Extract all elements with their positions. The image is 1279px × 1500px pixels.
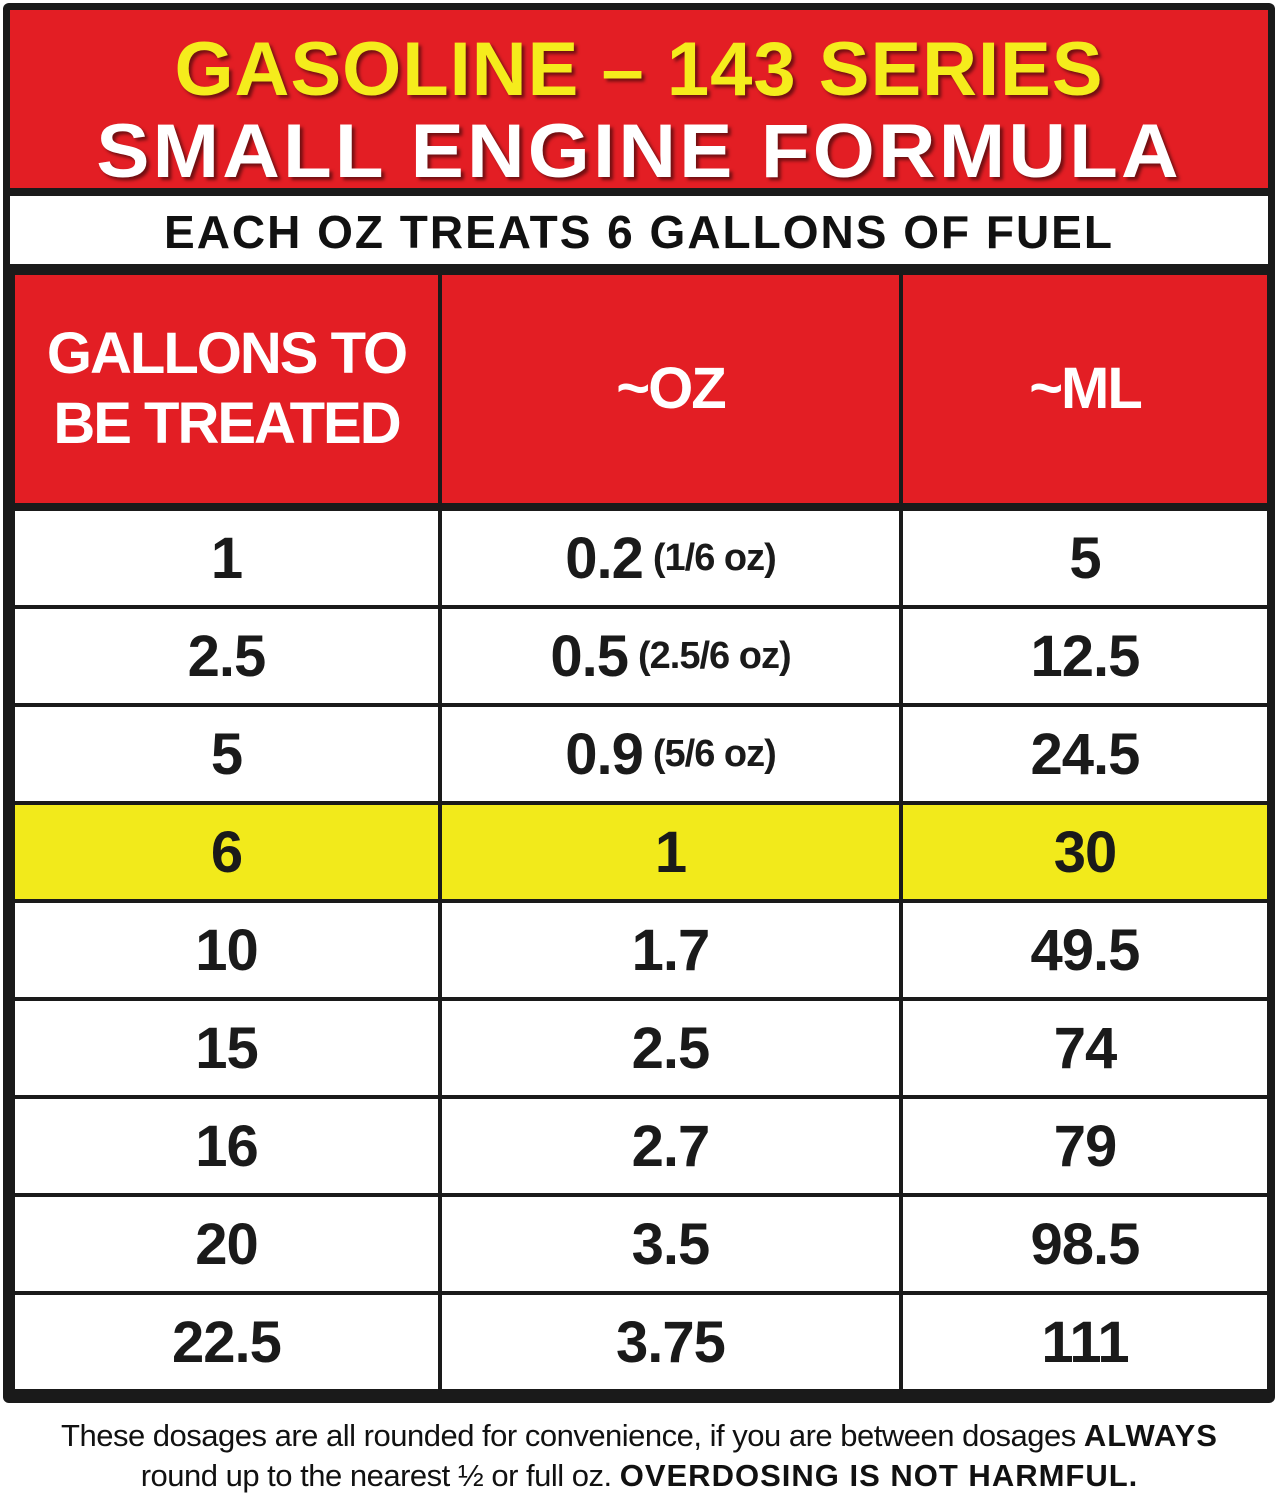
gallons-value: 16 <box>195 1113 259 1179</box>
header-ml: ~ML <box>903 275 1267 503</box>
ml-value: 79 <box>1053 1113 1118 1179</box>
oz-value: 3.75 <box>616 1309 726 1375</box>
gallons-value: 10 <box>195 917 259 983</box>
cell-oz: 0.5 (2.5/6 oz) <box>442 609 899 703</box>
cell-gallons: 22.5 <box>15 1295 438 1389</box>
title-line-1: GASOLINE – 143 SERIES <box>174 27 1104 112</box>
oz-fraction-note: (1/6 oz) <box>652 536 777 579</box>
cell-ml: 30 <box>903 805 1267 899</box>
oz-fraction-note: (5/6 oz) <box>652 732 777 775</box>
cell-oz: 3.5 <box>442 1197 899 1291</box>
cell-ml: 5 <box>903 511 1267 605</box>
cell-ml: 74 <box>903 1001 1267 1095</box>
gallons-value: 20 <box>195 1211 259 1277</box>
ml-value: 24.5 <box>1030 721 1141 787</box>
cell-oz: 3.75 <box>442 1295 899 1389</box>
ml-value: 74 <box>1053 1015 1118 1081</box>
subtitle: EACH OZ TREATS 6 GALLONS OF FUEL <box>10 196 1268 264</box>
ml-value: 12.5 <box>1030 623 1141 689</box>
footer-bold-2: OVERDOSING IS NOT HARMFUL. <box>619 1458 1139 1493</box>
dosage-table: GALLONS TO BE TREATED ~OZ ~ML 1 0.2 (1/6 o… <box>15 275 1267 1389</box>
cell-gallons: 10 <box>15 903 438 997</box>
cell-gallons: 6 <box>15 805 438 899</box>
ml-value: 98.5 <box>1030 1211 1141 1277</box>
gallons-value: 1 <box>210 525 243 591</box>
oz-value: 0.2 <box>565 525 644 591</box>
gallons-value: 2.5 <box>187 623 267 689</box>
cell-gallons: 5 <box>15 707 438 801</box>
footer-text-1: These dosages are all rounded for conven… <box>61 1418 1084 1453</box>
footer-text-2: round up to the nearest ½ or full oz. <box>140 1458 620 1493</box>
gallons-value: 15 <box>195 1015 259 1081</box>
oz-value: 2.7 <box>631 1113 711 1179</box>
cell-oz: 0.9 (5/6 oz) <box>442 707 899 801</box>
cell-gallons: 15 <box>15 1001 438 1095</box>
cell-ml: 79 <box>903 1099 1267 1193</box>
oz-fraction-note: (2.5/6 oz) <box>638 634 792 677</box>
cell-oz: 1 <box>442 805 899 899</box>
cell-ml: 111 <box>903 1295 1267 1389</box>
cell-gallons: 2.5 <box>15 609 438 703</box>
footer-bold-1: ALWAYS <box>1083 1418 1218 1453</box>
gallons-value: 22.5 <box>172 1309 282 1375</box>
cell-gallons: 16 <box>15 1099 438 1193</box>
cell-ml: 24.5 <box>903 707 1267 801</box>
oz-value: 1.7 <box>631 917 711 983</box>
footer-note: These dosages are all rounded for conven… <box>0 1416 1279 1496</box>
ml-value: 5 <box>1069 525 1101 591</box>
oz-value: 0.5 <box>550 623 629 689</box>
cell-gallons: 1 <box>15 511 438 605</box>
header-gallons-label: GALLONS TO BE TREATED <box>46 321 408 456</box>
cell-oz: 1.7 <box>442 903 899 997</box>
title-line-2: SMALL ENGINE FORMULA <box>96 109 1182 194</box>
oz-value: 3.5 <box>631 1211 711 1277</box>
ml-value: 49.5 <box>1030 917 1141 983</box>
cell-gallons: 20 <box>15 1197 438 1291</box>
oz-value: 1 <box>654 819 687 885</box>
cell-oz: 0.2 (1/6 oz) <box>442 511 899 605</box>
gallons-value: 5 <box>210 721 243 787</box>
title-banner: GASOLINE – 143 SERIES SMALL ENGINE FORMU… <box>10 10 1268 194</box>
header-gallons: GALLONS TO BE TREATED <box>15 275 438 503</box>
ml-value: 111 <box>1041 1309 1129 1375</box>
header-oz: ~OZ <box>442 275 899 503</box>
oz-value: 2.5 <box>631 1015 711 1081</box>
gallons-value: 6 <box>210 819 243 885</box>
cell-ml: 98.5 <box>903 1197 1267 1291</box>
cell-ml: 49.5 <box>903 903 1267 997</box>
oz-value: 0.9 <box>565 721 644 787</box>
cell-ml: 12.5 <box>903 609 1267 703</box>
cell-oz: 2.5 <box>442 1001 899 1095</box>
cell-oz: 2.7 <box>442 1099 899 1193</box>
ml-value: 30 <box>1053 819 1118 885</box>
